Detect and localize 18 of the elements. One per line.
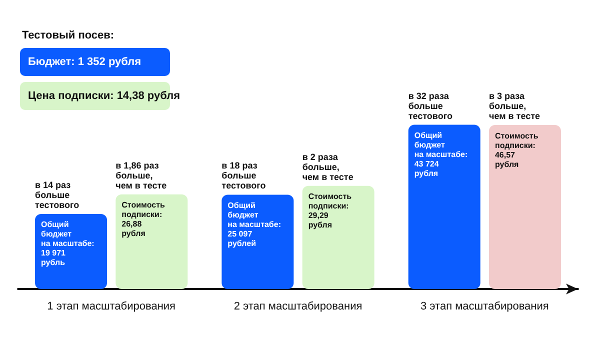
- data-label: Стоимость подписки: 29,29 рубля: [308, 192, 352, 230]
- data-label: Общий бюджет на масштабе: 43 724 рубля: [414, 131, 468, 178]
- data-label: Общий бюджет на масштабе: 19 971 рубль: [41, 220, 94, 268]
- text: в 3 раза больше, чем в тесте: [488, 91, 540, 122]
- x-tick-label: 3 этап масштабирования: [420, 300, 549, 312]
- text: в 32 раза больше тестового: [408, 90, 453, 121]
- text: Тестовый посев:: [22, 30, 114, 42]
- annotation: в 1,86 раз больше, чем в тесте: [116, 160, 167, 190]
- text: Бюджет: 1 352 рубля: [28, 56, 142, 68]
- x-tick-label: 2 этап масштабирования: [234, 300, 362, 312]
- annotation: в 14 раз больше тестового: [35, 180, 80, 210]
- data-label: Стоимость подписки: 26,88 рубля: [122, 200, 166, 238]
- data-label: Стоимость подписки: 46,57 рубля: [494, 131, 538, 169]
- annotation: в 18 раз больше тестового: [222, 160, 266, 191]
- annotation: в 2 раза больше, чем в тесте: [302, 152, 354, 182]
- data-label: Общий бюджет на масштабе: 25 097 рублей: [228, 200, 281, 248]
- x-tick-label: 1 этап масштабирования: [47, 300, 176, 312]
- text: Цена подписки: 14,38 рубля: [28, 90, 180, 102]
